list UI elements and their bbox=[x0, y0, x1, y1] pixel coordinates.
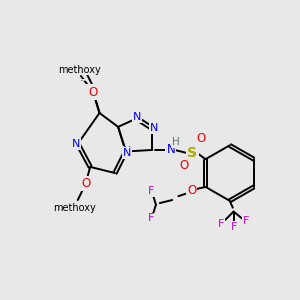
Text: methoxy: methoxy bbox=[53, 203, 96, 213]
Text: N: N bbox=[123, 146, 132, 157]
Text: methoxy: methoxy bbox=[58, 65, 101, 75]
Text: F: F bbox=[230, 222, 237, 232]
Text: O: O bbox=[89, 85, 98, 98]
Text: F: F bbox=[148, 214, 154, 224]
Text: methoxy: methoxy bbox=[81, 75, 87, 76]
Text: O: O bbox=[196, 132, 206, 145]
Text: N: N bbox=[72, 139, 80, 149]
Text: F: F bbox=[148, 186, 154, 196]
Text: H: H bbox=[172, 137, 179, 147]
Text: methoxy: methoxy bbox=[78, 205, 84, 206]
Text: N: N bbox=[133, 112, 141, 122]
Text: O: O bbox=[89, 86, 98, 99]
Text: O: O bbox=[179, 159, 189, 172]
Text: S: S bbox=[188, 146, 197, 160]
Text: methoxy: methoxy bbox=[79, 77, 85, 78]
Text: O: O bbox=[87, 85, 96, 95]
Text: O: O bbox=[187, 184, 196, 197]
Text: methoxy: methoxy bbox=[81, 62, 87, 63]
Text: N: N bbox=[150, 123, 159, 134]
Text: F: F bbox=[243, 216, 249, 226]
Text: N: N bbox=[123, 148, 132, 158]
Text: O: O bbox=[81, 177, 90, 190]
Text: F: F bbox=[218, 219, 224, 229]
Text: methoxy: methoxy bbox=[80, 62, 86, 63]
Text: methoxy: methoxy bbox=[81, 79, 87, 80]
Text: N: N bbox=[167, 143, 175, 157]
